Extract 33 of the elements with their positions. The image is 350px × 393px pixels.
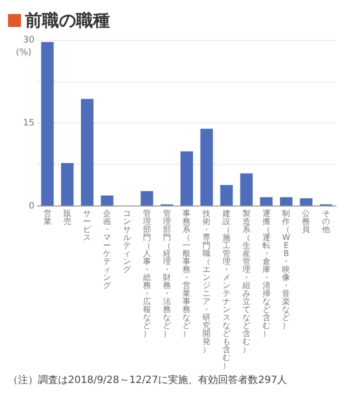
x-tick-label: その他 [322,209,330,234]
bar [41,42,54,206]
category-label: 建設（施工管理・メンテナンスなども含む） [222,209,231,370]
bar [260,197,273,206]
bar [280,197,293,206]
category-label: 企画・マーケティング [103,209,112,290]
category-label: 技術・専門職（エンジニア・研究開発） [202,209,211,354]
bar [180,151,193,206]
bar [80,98,94,206]
y-tick-label: 30 [23,36,35,46]
bar [200,128,213,206]
x-tick-label: コンサルティング [123,209,132,274]
bar [61,162,74,206]
category-label: 事務系（一般事務・営業事務など） [182,209,191,338]
category-label: 運搬（運転・倉庫・清掃など含む） [262,209,270,338]
text: （注）調査は2018/9/28～12/27に実施、有効回答者数297人 [8,374,288,387]
bar [300,198,312,206]
bar [220,185,233,206]
x-tick-label: 販売 [63,209,72,226]
category-label: 管理部門（経理・財務・法務など） [162,209,171,338]
y-tick-label: 15 [23,118,34,129]
category-label: 管理部門（人事・総務・広報など） [142,209,151,338]
y-tick-label: 0 [28,201,35,212]
bar [100,196,114,206]
x-tick-label: 営業 [43,209,52,226]
bar [140,191,154,206]
y-axis-title: (%) [16,48,32,58]
category-label: 制作（WEB・映像・音楽など） [282,209,290,330]
bar [240,173,253,206]
x-tick-label: 公務員 [302,209,310,234]
x-tick-label: サービス [83,209,92,242]
category-label: 製造系（生産管理・組み立てなど含む） [242,209,250,354]
chart-title: 前職の職種 [25,10,110,32]
